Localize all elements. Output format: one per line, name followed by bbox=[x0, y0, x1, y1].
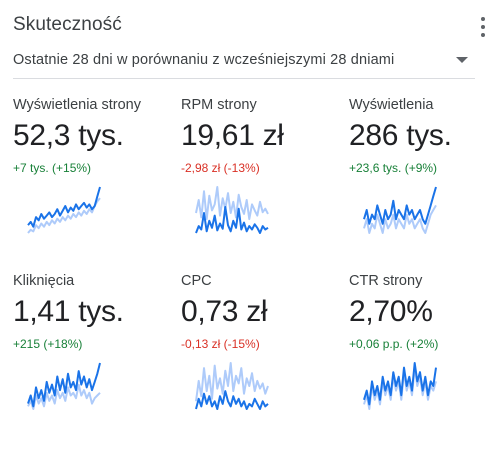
sparkline-previous-period bbox=[363, 204, 437, 234]
metric-value: 2,70% bbox=[349, 295, 433, 328]
metric-value: 19,61 zł bbox=[181, 119, 284, 152]
sparkline-current-period bbox=[195, 390, 269, 410]
card-title: Skuteczność bbox=[13, 14, 122, 35]
metric-value: 0,73 zł bbox=[181, 295, 268, 328]
sparkline-chart bbox=[195, 362, 269, 410]
metric-label: RPM strony bbox=[181, 97, 257, 113]
metric-impressions[interactable]: Wyświetlenia 286 tys. +23,6 tys. (+9%) bbox=[349, 97, 496, 267]
sparkline-previous-period bbox=[195, 362, 269, 402]
sparkline-previous-period bbox=[27, 197, 101, 234]
metric-cpc[interactable]: CPC 0,73 zł -0,13 zł (-15%) bbox=[181, 273, 341, 443]
metric-change: -2,98 zł (-13%) bbox=[181, 161, 260, 175]
sparkline-chart bbox=[27, 362, 101, 410]
metric-value: 1,41 tys. bbox=[13, 295, 124, 328]
metric-value: 52,3 tys. bbox=[13, 119, 124, 152]
sparkline-current-period bbox=[27, 186, 101, 228]
metric-label: CPC bbox=[181, 273, 212, 289]
arrow-drop-down-icon bbox=[456, 57, 468, 63]
metric-change: +23,6 tys. (+9%) bbox=[349, 161, 438, 175]
metric-page-rpm[interactable]: RPM strony 19,61 zł -2,98 zł (-13%) bbox=[181, 97, 341, 267]
date-range-label: Ostatnie 28 dni w porównaniu z wcześniej… bbox=[13, 52, 395, 68]
sparkline-chart bbox=[195, 186, 269, 234]
metric-change: +215 (+18%) bbox=[13, 337, 83, 351]
metric-change: +0,06 p.p. (+2%) bbox=[349, 337, 439, 351]
metric-page-ctr[interactable]: CTR strony 2,70% +0,06 p.p. (+2%) bbox=[349, 273, 496, 443]
metric-change: +7 tys. (+15%) bbox=[13, 161, 92, 175]
sparkline-chart bbox=[363, 362, 437, 410]
sparkline-previous-period bbox=[195, 186, 269, 221]
more-vert-icon[interactable] bbox=[476, 14, 490, 40]
divider bbox=[13, 78, 475, 79]
metric-label: Kliknięcia bbox=[13, 273, 75, 289]
metric-label: CTR strony bbox=[349, 273, 423, 289]
metric-change: -0,13 zł (-15%) bbox=[181, 337, 260, 351]
sparkline-previous-period bbox=[27, 383, 101, 410]
metric-value: 286 tys. bbox=[349, 119, 452, 152]
sparkline-current-period bbox=[363, 186, 437, 225]
metric-clicks[interactable]: Kliknięcia 1,41 tys. +215 (+18%) bbox=[13, 273, 173, 443]
date-range-dropdown[interactable]: Ostatnie 28 dni w porównaniu z wcześniej… bbox=[13, 51, 475, 73]
sparkline-current-period bbox=[363, 362, 437, 406]
sparkline-chart bbox=[363, 186, 437, 234]
metric-label: Wyświetlenia bbox=[349, 97, 434, 113]
sparkline-chart bbox=[27, 186, 101, 234]
sparkline-current-period bbox=[195, 206, 269, 234]
sparkline-current-period bbox=[27, 362, 101, 408]
metric-label: Wyświetlenia strony bbox=[13, 97, 141, 113]
metric-page-views[interactable]: Wyświetlenia strony 52,3 tys. +7 tys. (+… bbox=[13, 97, 173, 267]
